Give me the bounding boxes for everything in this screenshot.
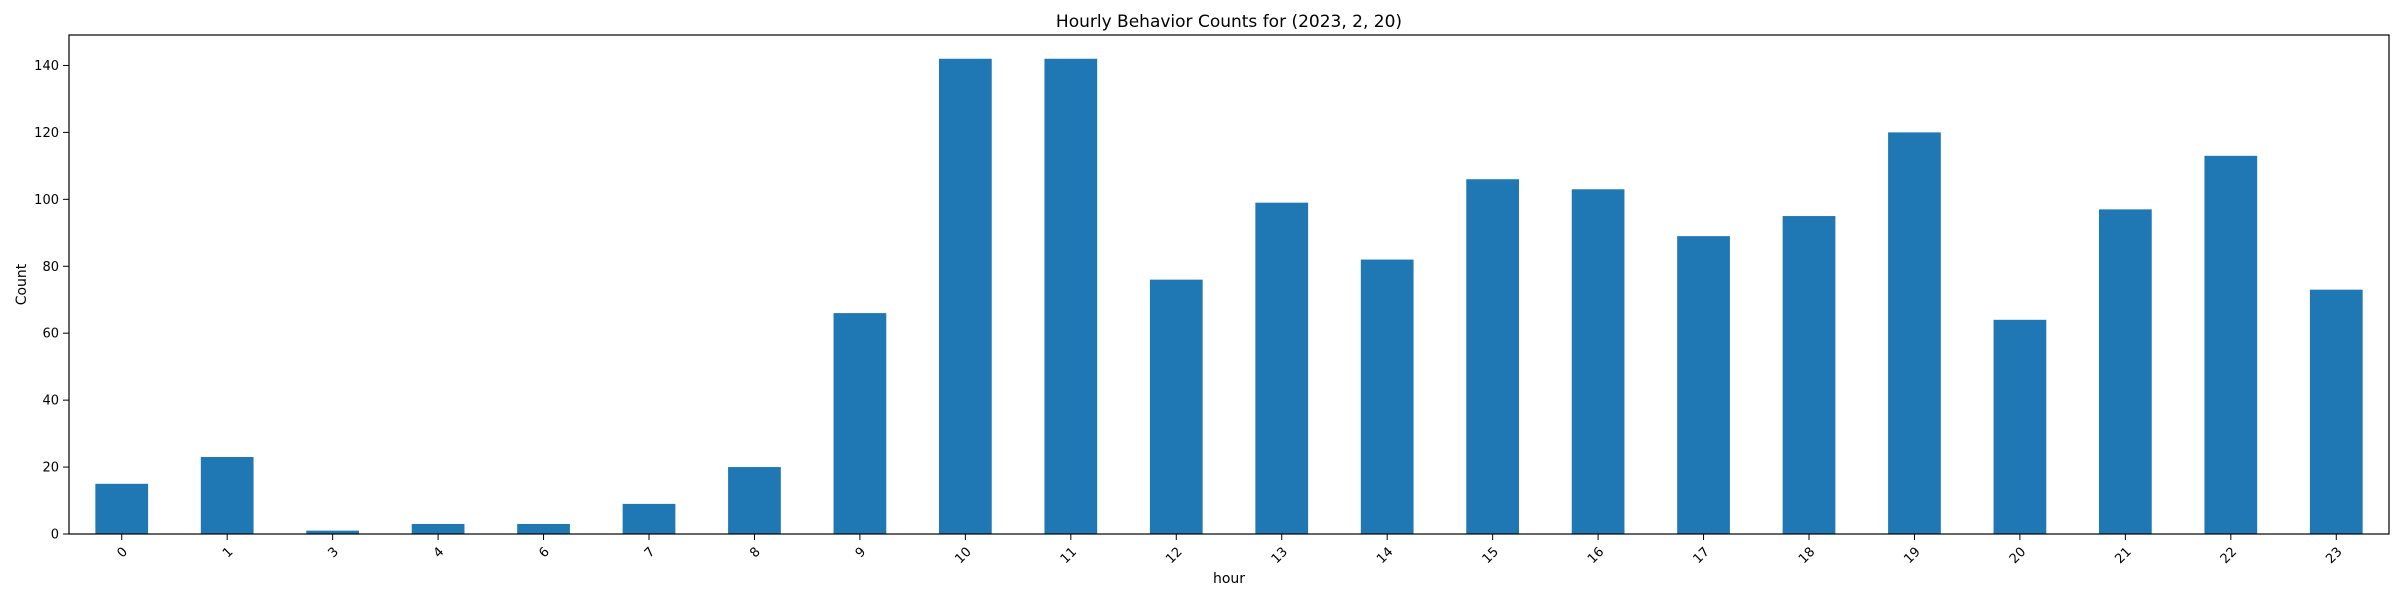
bar-hour-1	[200, 457, 254, 534]
bar-hour-13	[1255, 202, 1309, 535]
x-tick-label: 3	[325, 545, 341, 561]
x-tick-label: 16	[1585, 545, 1607, 567]
x-tick-label: 21	[2112, 545, 2134, 567]
x-tick-label: 1	[220, 545, 236, 561]
y-tick-label: 0	[51, 528, 59, 543]
plot-frame	[68, 34, 2390, 535]
bar-hour-0	[95, 483, 149, 534]
x-axis-ticks: 0 1 3 4 6 7 8 9 10 11 12 13 14 15 16 17 18 19 20 21 22 23	[115, 534, 2346, 567]
chart-title: Hourly Behavior Counts for (2023, 2, 20)	[1056, 12, 1402, 32]
x-tick-label: 11	[1058, 545, 1080, 567]
bar-hour-8	[728, 467, 781, 534]
y-tick-label: 100	[34, 193, 59, 208]
x-tick-label: 10	[952, 545, 974, 567]
y-axis-label: Count	[14, 263, 30, 305]
x-tick-label: 22	[2218, 545, 2240, 567]
bars-layer	[95, 58, 2363, 535]
bar-hour-12	[1149, 279, 1203, 534]
x-tick-label: 7	[642, 545, 658, 561]
y-tick-label: 80	[42, 260, 59, 275]
bar-hour-6	[517, 523, 570, 534]
y-tick-label: 120	[34, 126, 59, 141]
bar-hour-10	[939, 58, 992, 534]
bar-hour-15	[1466, 179, 1519, 535]
x-tick-label: 18	[1796, 545, 1818, 567]
y-tick-label: 60	[42, 327, 59, 342]
x-tick-label: 23	[2323, 545, 2345, 567]
bar-hour-7	[622, 503, 676, 534]
x-tick-label: 0	[115, 545, 131, 561]
x-tick-label: 20	[2007, 545, 2029, 567]
bar-hour-22	[2204, 155, 2258, 534]
bar-hour-19	[1888, 132, 1941, 534]
y-tick-label: 20	[42, 461, 59, 476]
x-tick-label: 17	[1691, 545, 1713, 567]
y-tick-label: 140	[34, 59, 59, 74]
x-tick-label: 15	[1480, 545, 1502, 567]
bar-hour-18	[1782, 216, 1836, 534]
x-tick-label: 14	[1374, 545, 1396, 567]
bar-hour-23	[2309, 289, 2363, 534]
x-tick-label: 6	[536, 545, 552, 561]
y-axis-ticks: 0 20 40 60 80 100 120 140	[34, 59, 69, 543]
x-tick-label: 13	[1269, 545, 1291, 567]
x-tick-label: 4	[431, 545, 447, 561]
x-tick-label: 19	[1901, 545, 1923, 567]
x-tick-label: 8	[747, 545, 763, 561]
y-tick-label: 40	[42, 394, 59, 409]
bar-hour-11	[1044, 58, 1098, 534]
x-tick-label: 12	[1163, 545, 1185, 567]
x-axis-label: hour	[1213, 571, 1245, 587]
bar-hour-20	[1993, 319, 2047, 534]
x-tick-label: 9	[853, 545, 869, 561]
bar-hour-14	[1360, 259, 1414, 534]
bar-hour-3	[306, 530, 359, 534]
bar-hour-21	[2099, 209, 2152, 534]
bar-hour-4	[411, 523, 465, 534]
bar-hour-16	[1571, 189, 1625, 535]
bar-hour-9	[833, 313, 887, 534]
bar-hour-17	[1677, 236, 1730, 534]
